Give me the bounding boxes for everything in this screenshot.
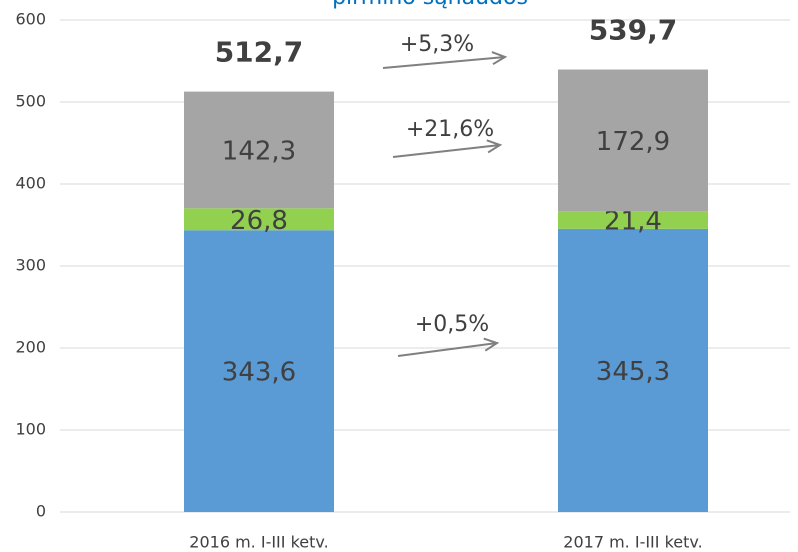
bar-segment bbox=[184, 208, 334, 231]
data-label: 142,3 bbox=[222, 136, 296, 166]
annotation: +5,3% bbox=[400, 32, 474, 57]
arrow-shaft bbox=[392, 144, 501, 158]
y-tick-label: 0 bbox=[36, 502, 46, 521]
x-tick-label: 2016 m. I-III ketv. bbox=[189, 533, 328, 552]
bar-segment bbox=[558, 228, 708, 512]
data-label: 26,8 bbox=[230, 206, 288, 236]
bar-segment bbox=[558, 211, 708, 229]
annotation: +0,5% bbox=[415, 312, 489, 337]
y-tick-label: 100 bbox=[15, 420, 46, 439]
arrow-shaft bbox=[397, 342, 498, 357]
y-tick-label: 300 bbox=[15, 256, 46, 275]
data-label: 172,9 bbox=[596, 127, 670, 157]
y-tick-label: 600 bbox=[15, 10, 46, 29]
arrow-head bbox=[491, 51, 508, 66]
total-label: 512,7 bbox=[215, 36, 304, 69]
bar-segment bbox=[184, 91, 334, 209]
total-label: 539,7 bbox=[589, 13, 678, 46]
y-tick-label: 200 bbox=[15, 338, 46, 357]
y-tick-label: 400 bbox=[15, 174, 46, 193]
bar-segment bbox=[184, 230, 334, 513]
data-label: 21,4 bbox=[604, 207, 662, 237]
arrow-head bbox=[486, 139, 503, 154]
annotation: +21,6% bbox=[406, 117, 494, 142]
x-tick-label: 2017 m. I-III ketv. bbox=[563, 533, 702, 552]
bar-segment bbox=[558, 69, 708, 212]
data-label: 345,3 bbox=[596, 357, 670, 387]
data-label: 343,6 bbox=[222, 358, 296, 388]
y-tick-label: 500 bbox=[15, 92, 46, 111]
chart-title: pirmino sąnaudos bbox=[332, 0, 528, 10]
arrow-shaft bbox=[382, 56, 506, 69]
arrow-head bbox=[483, 337, 500, 352]
